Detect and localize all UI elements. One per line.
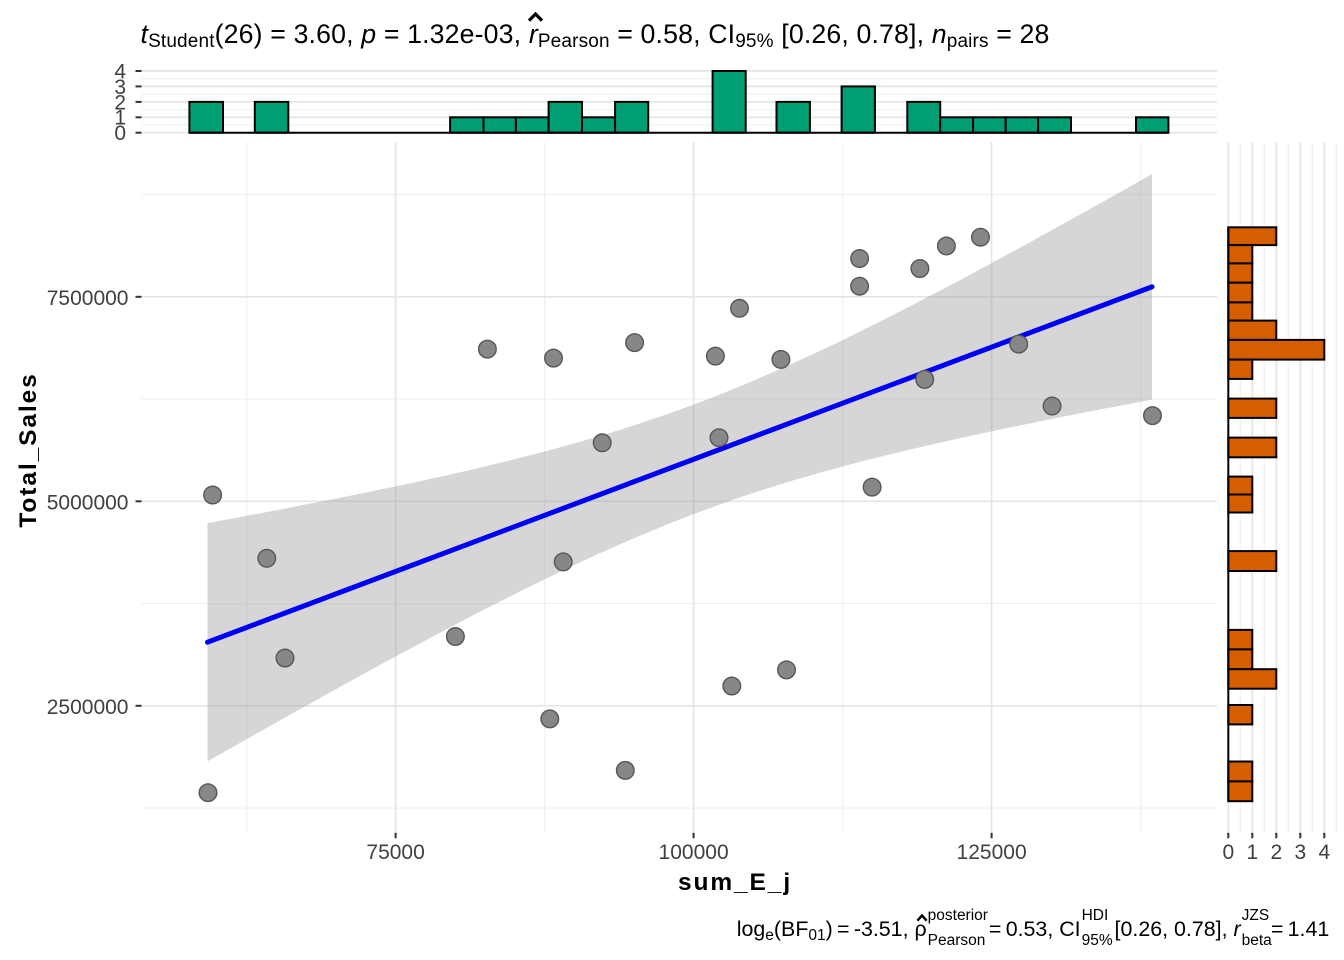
svg-text:100000: 100000 bbox=[659, 841, 729, 864]
svg-text:Total_Sales: Total_Sales bbox=[15, 372, 42, 527]
svg-text:7500000: 7500000 bbox=[47, 287, 129, 310]
svg-text:2: 2 bbox=[114, 91, 126, 114]
svg-text:5000000: 5000000 bbox=[47, 492, 129, 515]
svg-text:125000: 125000 bbox=[957, 841, 1027, 864]
svg-text:1: 1 bbox=[1246, 841, 1258, 864]
svg-text:4: 4 bbox=[1318, 841, 1330, 864]
svg-text:sum_E_j: sum_E_j bbox=[678, 869, 792, 896]
svg-text:0: 0 bbox=[1222, 841, 1234, 864]
svg-text:75000: 75000 bbox=[366, 841, 424, 864]
svg-text:2500000: 2500000 bbox=[47, 696, 129, 719]
svg-text:3: 3 bbox=[1294, 841, 1306, 864]
svg-text:2: 2 bbox=[1270, 841, 1282, 864]
svg-text:1: 1 bbox=[114, 107, 126, 130]
svg-text:3: 3 bbox=[114, 76, 126, 99]
svg-text:4: 4 bbox=[114, 60, 126, 83]
svg-text:0: 0 bbox=[114, 122, 126, 145]
